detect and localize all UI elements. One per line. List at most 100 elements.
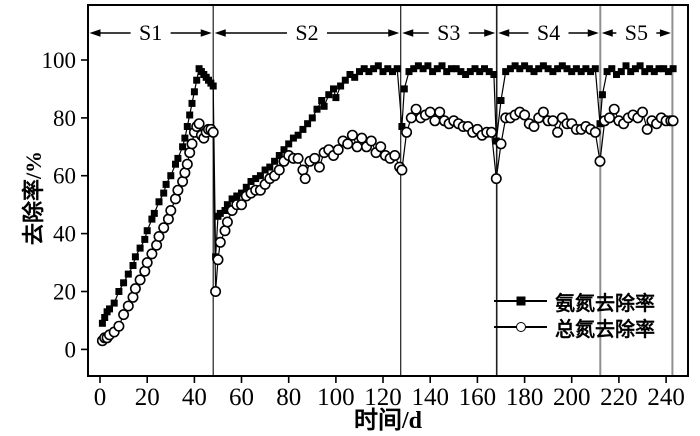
data-point-square — [129, 262, 137, 269]
data-point-square — [256, 172, 264, 180]
data-point-square — [457, 68, 465, 76]
data-point-square — [304, 120, 312, 128]
data-point-square — [341, 76, 349, 84]
data-point-square — [447, 65, 455, 73]
data-point-circle — [158, 222, 170, 234]
y-tick-label: 0 — [65, 337, 77, 362]
data-point-square — [598, 91, 606, 99]
legend-label-total-nitrogen: 总氮去除率 — [555, 318, 655, 341]
legend-label-ammonia-nitrogen: 氨氮去除率 — [555, 292, 655, 315]
data-point-square — [299, 125, 307, 133]
data-point-square — [266, 163, 274, 171]
data-point-circle — [273, 164, 285, 176]
data-point-square — [660, 65, 668, 73]
data-point-circle — [519, 109, 531, 121]
data-point-circle — [537, 106, 549, 118]
data-point-square — [438, 62, 446, 70]
arrowhead-left-icon — [214, 29, 226, 37]
y-tick-label: 80 — [53, 106, 76, 131]
data-point-square — [622, 62, 630, 70]
data-point-square — [186, 111, 194, 119]
phase-arrow-S2: S2 — [214, 20, 400, 45]
data-point-circle — [547, 115, 559, 127]
phase-label: S5 — [625, 20, 648, 45]
data-point-square — [596, 120, 604, 128]
data-point-square — [106, 305, 113, 313]
filled-square-icon — [516, 296, 525, 306]
data-point-circle — [424, 106, 436, 118]
data-point-square — [502, 68, 510, 76]
x-tick-label: 140 — [411, 384, 449, 411]
arrowhead-right-icon — [388, 29, 400, 37]
legend-line — [494, 322, 547, 332]
data-point-circle — [221, 216, 233, 228]
x-tick-label: 200 — [553, 384, 591, 411]
data-point-circle — [351, 141, 363, 153]
data-point-circle — [129, 283, 141, 295]
x-tick-label: 180 — [506, 384, 544, 411]
data-point-square — [294, 131, 302, 139]
data-point-square — [617, 68, 625, 76]
data-point-square — [221, 207, 229, 214]
data-point-square — [131, 253, 139, 261]
data-point-square — [641, 68, 649, 76]
legend: 氨氮去除率 总氮去除率 — [494, 288, 655, 341]
data-point-square — [410, 65, 418, 73]
data-point-square — [525, 65, 533, 73]
data-point-square — [162, 180, 170, 188]
data-point-square — [582, 65, 590, 73]
data-point-square — [181, 134, 189, 142]
data-point-circle — [356, 132, 368, 144]
data-point-square — [261, 166, 269, 174]
phase-label: S1 — [139, 20, 162, 45]
data-point-square — [247, 178, 255, 185]
data-point-square — [285, 140, 293, 148]
data-point-circle — [309, 152, 321, 164]
data-point-square — [462, 71, 470, 78]
data-point-square — [136, 244, 144, 252]
data-point-square — [275, 152, 283, 159]
plot-border — [87, 4, 689, 377]
data-point-circle — [153, 231, 165, 243]
data-point-circle — [193, 118, 205, 130]
data-point-square — [325, 91, 333, 99]
data-point-square — [400, 85, 408, 93]
data-point-square — [506, 65, 514, 73]
x-tick-label: 120 — [364, 384, 402, 411]
data-point-circle — [641, 123, 653, 135]
data-point-square — [280, 146, 288, 154]
data-point-square — [365, 68, 373, 76]
data-point-square — [356, 68, 363, 76]
data-point-square — [172, 160, 179, 168]
data-point-circle — [405, 112, 417, 124]
data-point-circle — [342, 138, 354, 150]
data-point-square — [636, 62, 644, 70]
data-point-square — [148, 215, 156, 223]
data-point-circle — [396, 164, 408, 176]
data-point-square — [318, 97, 326, 104]
data-point-square — [252, 175, 260, 183]
data-point-square — [608, 65, 616, 73]
data-point-square — [655, 65, 663, 73]
data-point-square — [141, 235, 149, 243]
data-point-square — [228, 195, 236, 203]
data-point-circle — [589, 126, 601, 138]
data-point-circle — [485, 126, 497, 138]
data-point-square — [330, 85, 337, 93]
phase-arrow-S3: S3 — [402, 20, 496, 45]
data-point-square — [346, 71, 354, 78]
data-point-square — [572, 65, 580, 73]
data-point-square — [190, 88, 198, 96]
data-point-square — [539, 62, 547, 70]
data-point-circle — [346, 129, 358, 141]
data-point-circle — [141, 257, 153, 269]
x-tick-label: 240 — [647, 384, 685, 411]
data-point-circle — [146, 248, 158, 260]
data-point-circle — [207, 126, 219, 138]
data-point-square — [511, 62, 519, 70]
data-point-square — [389, 68, 396, 76]
data-point-square — [233, 192, 241, 200]
series-ammonia-nitrogen — [98, 62, 677, 327]
data-point-square — [160, 189, 168, 197]
